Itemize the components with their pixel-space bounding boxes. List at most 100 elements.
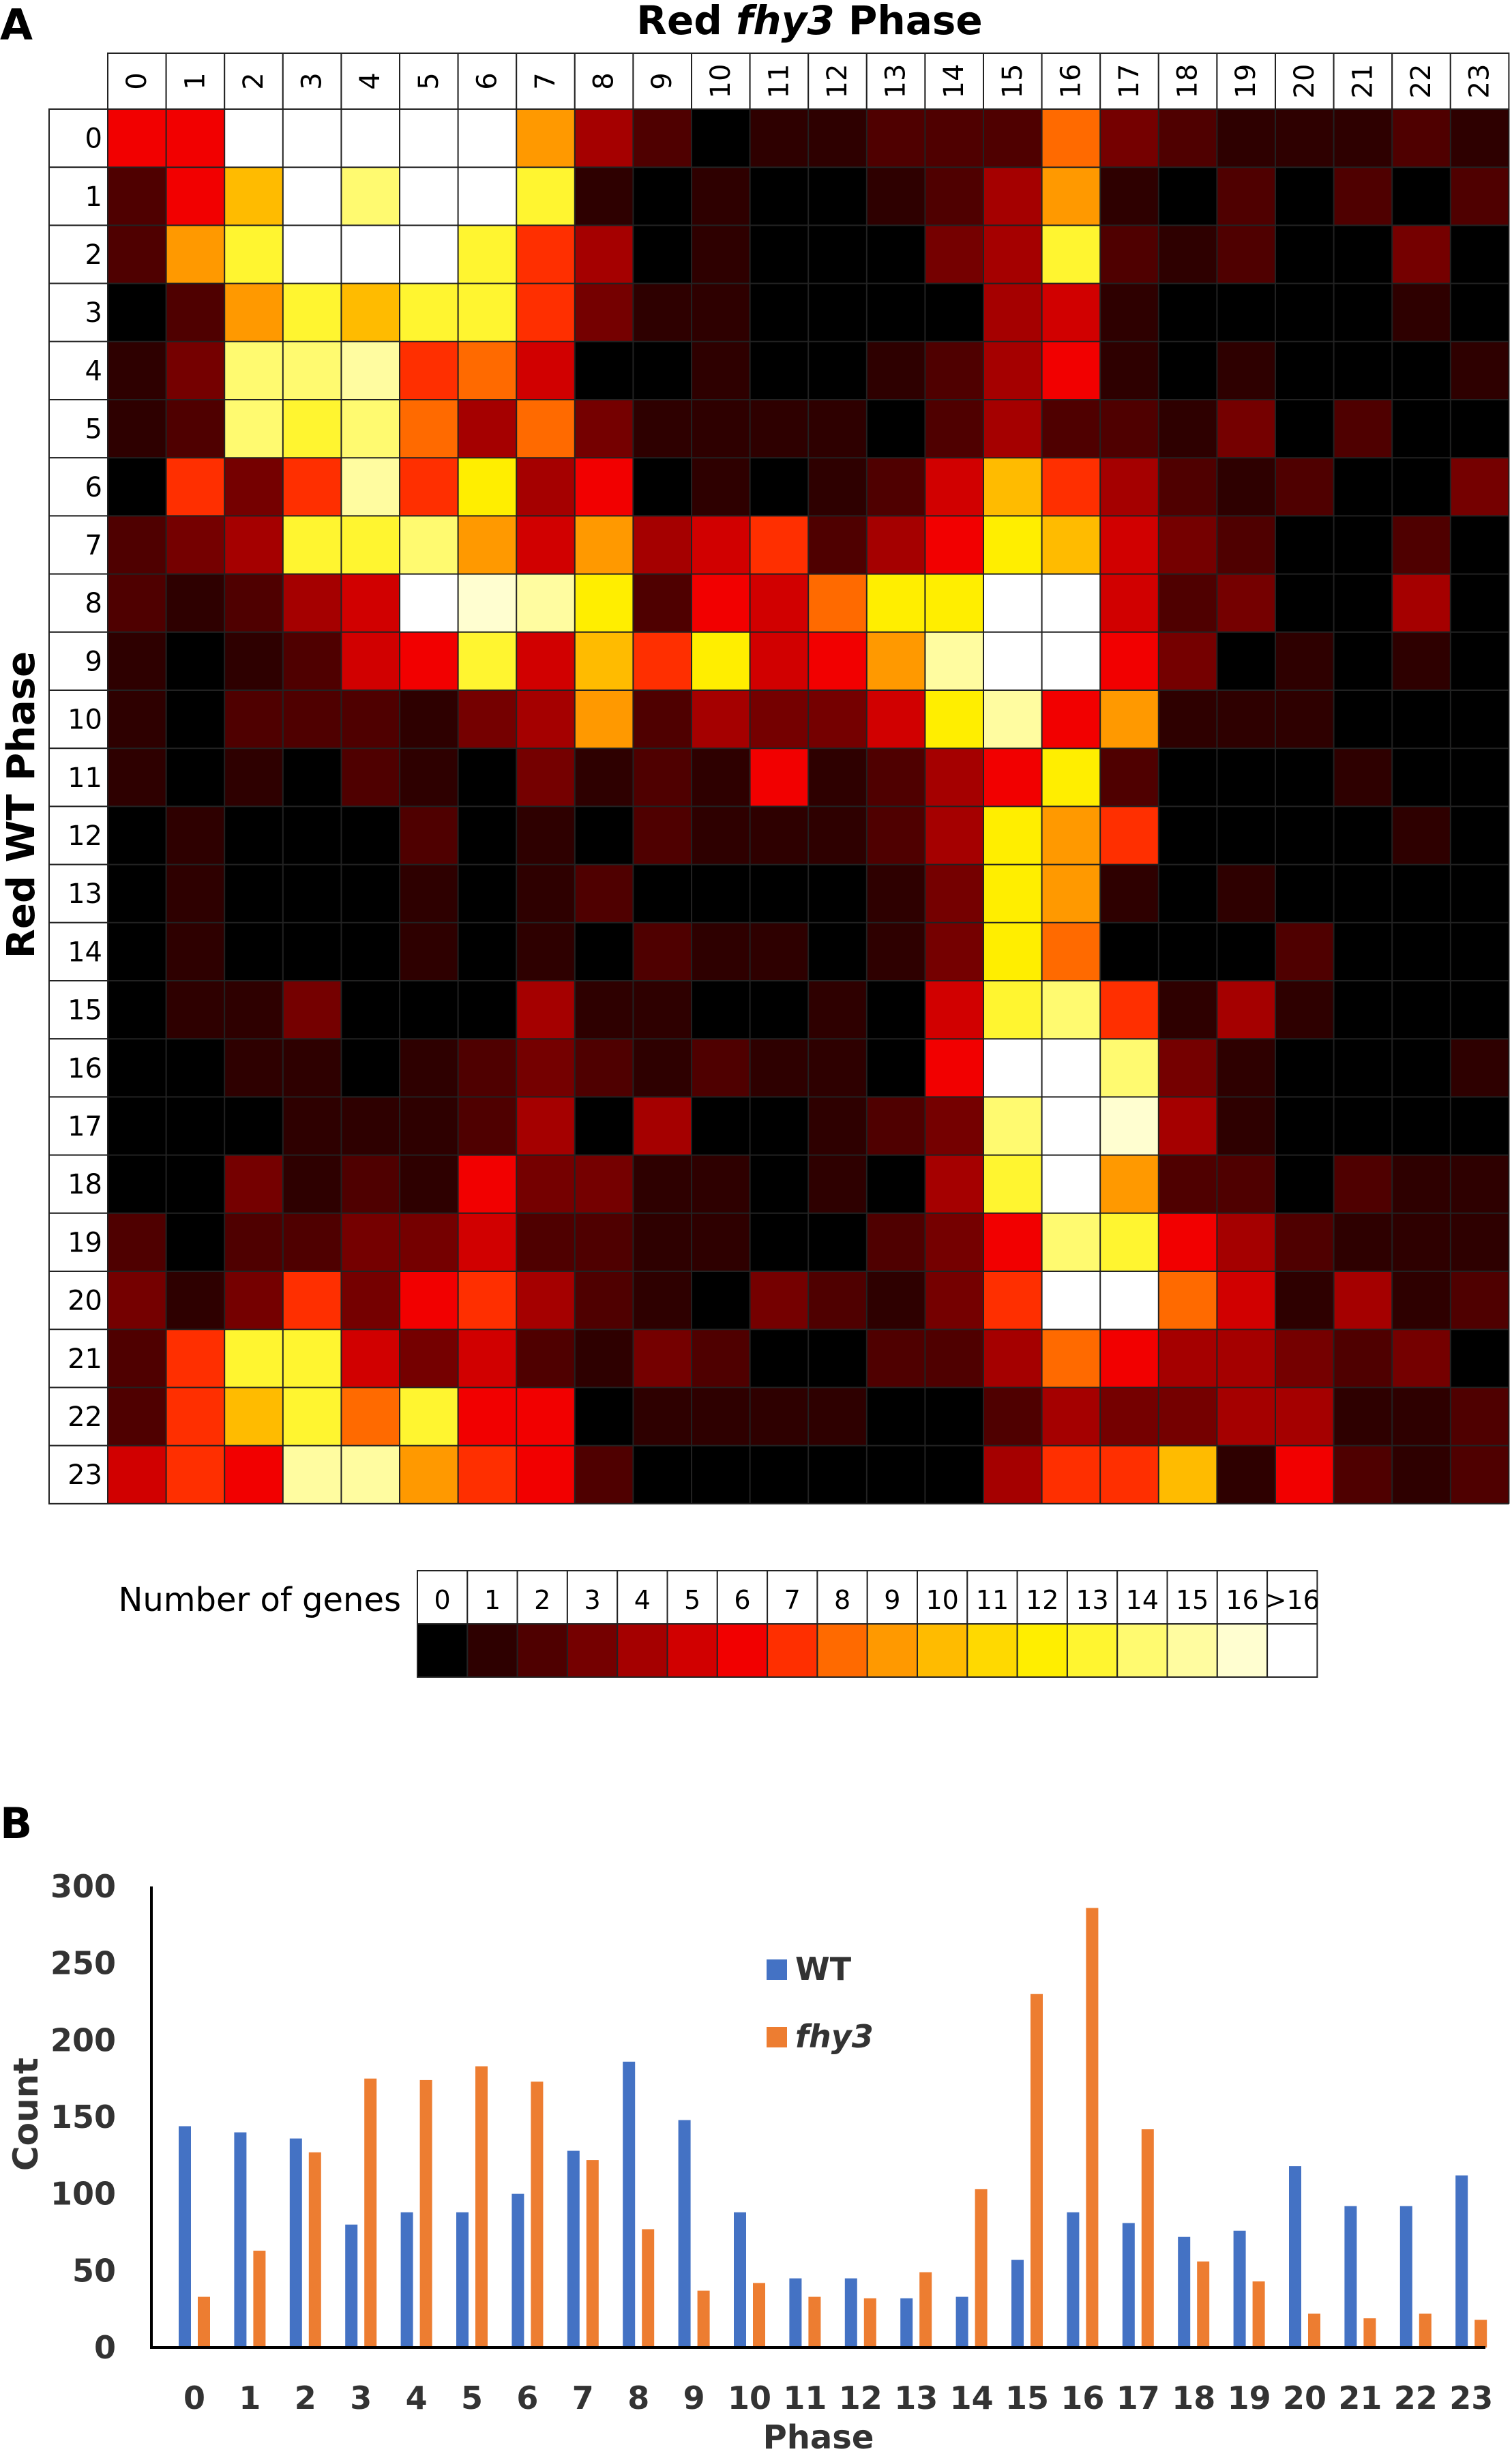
heatmap-cell: [400, 167, 459, 226]
heatmap-cell: [458, 1387, 517, 1447]
heatmap-row-label: 13: [68, 878, 102, 910]
heatmap-cell: [925, 922, 984, 981]
heatmap-cell: [516, 283, 576, 342]
heatmap-row-label: 8: [85, 588, 102, 619]
bar-x-tick-label: 13: [894, 2380, 938, 2416]
heatmap-cell: [866, 1213, 925, 1272]
legend-bin-label: 4: [634, 1585, 651, 1615]
heatmap-cell: [1450, 225, 1509, 284]
heatmap-cell: [1100, 283, 1159, 342]
bar-wt: [179, 2126, 191, 2348]
heatmap-cell: [866, 516, 925, 575]
legend-bin-label: 7: [784, 1585, 801, 1615]
heatmap-cell: [808, 806, 868, 865]
heatmap-title-prefix: Red: [636, 0, 736, 44]
heatmap-cell: [1392, 1271, 1451, 1330]
bar-wt: [900, 2298, 913, 2348]
heatmap-cell: [750, 225, 809, 284]
heatmap-cell: [1041, 574, 1101, 633]
heatmap-cell: [1450, 574, 1509, 633]
heatmap-cell: [1333, 1213, 1393, 1272]
heatmap-cell: [458, 1271, 517, 1330]
heatmap-cell: [1041, 864, 1101, 923]
bar-wt: [456, 2212, 469, 2348]
heatmap-cell: [516, 748, 576, 807]
heatmap-cell: [1450, 922, 1509, 981]
heatmap-cell: [224, 516, 284, 575]
heatmap-column-label: 11: [763, 64, 795, 99]
heatmap-cell: [574, 1039, 634, 1097]
heatmap-cell: [633, 748, 692, 807]
heatmap-cell: [808, 864, 868, 923]
heatmap-cell: [166, 1097, 225, 1156]
heatmap-cell: [925, 690, 984, 749]
heatmap-cell: [633, 1329, 692, 1388]
heatmap-row-label: 4: [85, 355, 102, 387]
heatmap-column-label: 6: [471, 72, 503, 89]
bar-wt: [1399, 2206, 1412, 2348]
heatmap-cell: [866, 864, 925, 923]
legend-bin-label: 10: [925, 1585, 958, 1615]
heatmap-row-label: 21: [68, 1344, 102, 1375]
heatmap-row-label: 2: [85, 239, 102, 271]
heatmap-cell: [224, 1097, 284, 1156]
heatmap-cell: [750, 806, 809, 865]
heatmap-cell: [1217, 748, 1276, 807]
heatmap-cell: [983, 981, 1043, 1039]
heatmap-cell: [1217, 516, 1276, 575]
heatmap-row-label: 9: [85, 646, 102, 677]
heatmap-cell: [1392, 109, 1451, 168]
heatmap-cell: [224, 574, 284, 633]
heatmap-cell: [282, 1213, 342, 1272]
bar-fhy3: [975, 2189, 988, 2348]
heatmap-cell: [574, 981, 634, 1039]
heatmap-column-label: 18: [1172, 64, 1204, 99]
heatmap-cell: [633, 981, 692, 1039]
heatmap-cell: [1450, 1213, 1509, 1272]
heatmap-cell: [1100, 400, 1159, 458]
heatmap-cell: [983, 458, 1043, 516]
heatmap-cell: [633, 167, 692, 226]
heatmap-cell: [1100, 1271, 1159, 1330]
heatmap-cell: [1100, 1039, 1159, 1097]
heatmap-column-label: 20: [1289, 64, 1320, 99]
heatmap-cell: [1450, 400, 1509, 458]
heatmap-cell: [925, 1329, 984, 1388]
heatmap-cell: [1333, 1039, 1393, 1097]
heatmap-cell: [1333, 864, 1393, 923]
heatmap-cell: [1158, 341, 1217, 400]
heatmap-cell: [925, 748, 984, 807]
heatmap-cell: [108, 1271, 167, 1330]
heatmap-cell: [692, 748, 751, 807]
heatmap-cell: [224, 690, 284, 749]
heatmap-row-label: 16: [68, 1053, 102, 1084]
legend-bin-label: 12: [1026, 1585, 1058, 1615]
heatmap-cell: [866, 1387, 925, 1447]
heatmap-cell: [808, 1097, 868, 1156]
bar-y-tick-label: 150: [50, 2099, 116, 2135]
heatmap-cell: [516, 1445, 576, 1505]
heatmap-cell: [692, 1271, 751, 1330]
heatmap-cell: [516, 458, 576, 516]
heatmap-cell: [1333, 516, 1393, 575]
heatmap-cell: [1392, 1387, 1451, 1447]
legend-color-swatch: [417, 1623, 469, 1678]
heatmap-cell: [1275, 1271, 1335, 1330]
heatmap-cell: [166, 283, 225, 342]
heatmap-cell: [1333, 1387, 1393, 1447]
heatmap-cell: [1333, 225, 1393, 284]
heatmap-cell: [1158, 400, 1217, 458]
heatmap-cell: [1333, 1329, 1393, 1388]
bar-x-tick-label: 9: [683, 2380, 705, 2416]
heatmap-cell: [574, 1329, 634, 1388]
heatmap-cell: [400, 400, 459, 458]
heatmap-cell: [1217, 922, 1276, 981]
legend-color-swatch: [566, 1623, 619, 1678]
heatmap-cell: [166, 1387, 225, 1447]
heatmap-cell: [808, 341, 868, 400]
heatmap-cell: [1392, 341, 1451, 400]
heatmap-cell: [925, 1213, 984, 1272]
heatmap-cell: [458, 109, 517, 168]
bar-fhy3: [697, 2290, 710, 2348]
heatmap-cell: [574, 690, 634, 749]
